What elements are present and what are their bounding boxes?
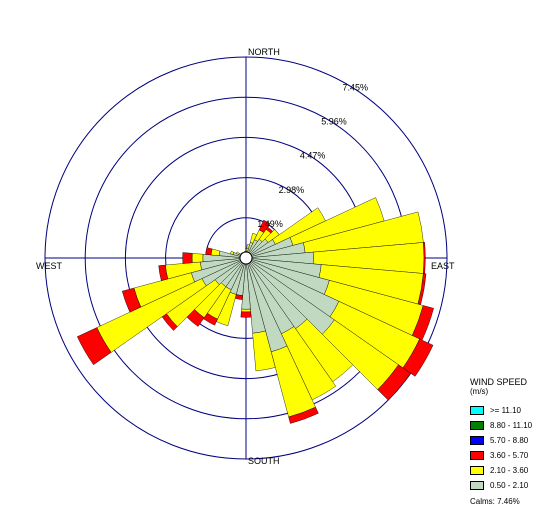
sector-bar xyxy=(182,252,193,264)
sectors-group xyxy=(77,197,434,424)
overlay-group: 1.49% 2.98% 4.47% 5.96% 7.45% xyxy=(239,83,369,265)
sector-bar xyxy=(77,327,112,366)
legend-label: 5.70 - 8.80 xyxy=(490,436,529,445)
legend-item: 0.50 - 2.10 xyxy=(470,478,550,493)
west-label: WEST xyxy=(36,261,63,271)
legend-unit: (m/s) xyxy=(470,387,489,396)
legend-item: 3.60 - 5.70 xyxy=(470,448,550,463)
north-label: NORTH xyxy=(248,47,280,57)
sector-bar xyxy=(210,248,221,256)
ring-label: 1.49% xyxy=(257,219,283,229)
sector-bar xyxy=(191,253,204,263)
sector-bar xyxy=(240,311,252,318)
legend-title: WIND SPEED xyxy=(470,377,528,387)
ring-label: 7.45% xyxy=(343,83,369,93)
sector-bar xyxy=(235,251,240,255)
legend-label: 3.60 - 5.70 xyxy=(490,451,529,460)
legend-label: 0.50 - 2.10 xyxy=(490,481,529,490)
legend-swatch xyxy=(470,421,484,430)
sector-bar xyxy=(121,287,142,313)
sector-bar xyxy=(288,406,319,424)
legend-label: 8.80 - 11.10 xyxy=(490,421,533,430)
ring-label: 5.96% xyxy=(321,117,347,127)
legend-swatch xyxy=(470,436,484,445)
ring-label: 2.98% xyxy=(279,185,305,195)
legend-swatch xyxy=(470,406,484,415)
sector-bar xyxy=(230,250,235,255)
legend-item: >= 11.10 xyxy=(470,403,550,418)
legend-label: 2.10 - 3.60 xyxy=(490,466,529,475)
south-label: SOUTH xyxy=(248,456,280,466)
legend-rows: >= 11.10 8.80 - 11.10 5.70 - 8.80 3.60 - 5.… xyxy=(470,403,550,493)
ring-label: 4.47% xyxy=(300,151,326,161)
legend-swatch xyxy=(470,481,484,490)
sector-bar xyxy=(402,338,434,377)
sector-bar xyxy=(377,364,411,401)
calms-label: Calms: 7.46% xyxy=(470,497,520,506)
sector-bar xyxy=(241,308,251,313)
sector-bar xyxy=(258,219,271,233)
sector-bar xyxy=(252,330,276,372)
sector-bar xyxy=(205,247,213,256)
legend-item: 8.80 - 11.10 xyxy=(470,418,550,433)
legend-item: 5.70 - 8.80 xyxy=(470,433,550,448)
east-label: EAST xyxy=(431,261,455,271)
legend: WIND SPEED (m/s) >= 11.10 8.80 - 11.10 5.7… xyxy=(470,377,550,506)
legend-swatch xyxy=(470,466,484,475)
calm-center xyxy=(239,251,253,265)
legend-label: >= 11.10 xyxy=(490,406,521,415)
sector-bar xyxy=(158,264,169,281)
legend-swatch xyxy=(470,451,484,460)
legend-item: 2.10 - 3.60 xyxy=(470,463,550,478)
